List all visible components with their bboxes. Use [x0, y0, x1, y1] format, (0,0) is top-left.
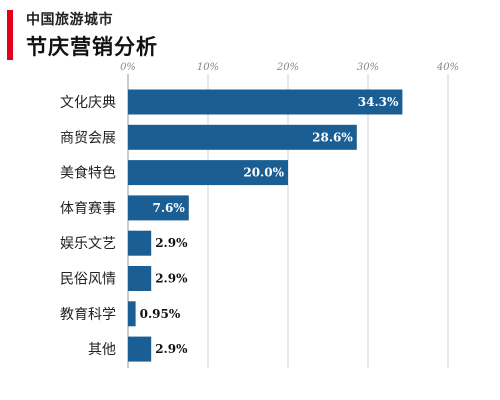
x-tick-label: 10% [197, 62, 219, 73]
bar [128, 160, 288, 186]
bar [128, 89, 403, 115]
data-label: 2.9% [155, 342, 188, 356]
bar [128, 230, 152, 256]
category-label: 民俗风情 [60, 272, 116, 288]
category-label: 文化庆典 [60, 95, 116, 111]
data-label: 34.3% [358, 95, 399, 109]
category-label: 体育赛事 [60, 201, 116, 217]
bar [128, 266, 152, 291]
x-tick-label: 30% [357, 62, 379, 73]
data-label: 0.95% [140, 307, 181, 321]
x-tick-label: 0% [120, 62, 136, 73]
bar [128, 301, 136, 327]
data-label: 28.6% [312, 130, 353, 144]
category-label: 教育科学 [60, 307, 116, 323]
data-label: 7.6% [153, 201, 186, 215]
data-label: 2.9% [155, 272, 188, 286]
bar [128, 336, 152, 362]
category-label: 商贸会展 [60, 130, 116, 146]
category-label: 美食特色 [60, 165, 116, 182]
bar [128, 124, 357, 150]
x-tick-label: 20% [276, 62, 299, 73]
x-tick-label: 40% [436, 62, 459, 73]
chart-subtitle: 中国旅游城市 [26, 12, 113, 28]
chart-title: 节庆营销分析 [26, 35, 158, 59]
category-label: 其他 [88, 342, 116, 358]
bar [128, 195, 189, 221]
data-label: 2.9% [155, 236, 188, 250]
data-label: 20.0% [243, 166, 284, 180]
category-label: 娱乐文艺 [60, 236, 116, 252]
accent-bar [7, 10, 13, 60]
